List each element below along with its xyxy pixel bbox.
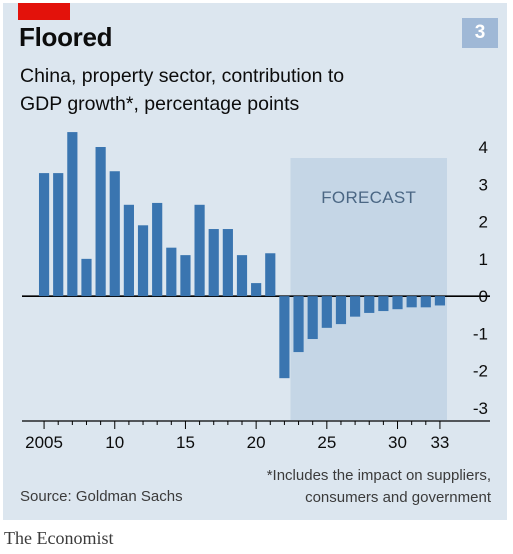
bar-2018 xyxy=(222,229,233,297)
bar-2026 xyxy=(335,296,347,325)
source-note: Source: Goldman Sachs xyxy=(20,488,183,505)
forecast-band xyxy=(290,158,447,420)
x-tick-label: 25 xyxy=(317,433,336,452)
bar-2025 xyxy=(321,296,332,328)
chart-subtitle: China, property sector, contribution to … xyxy=(20,62,490,118)
chart-number-badge: 3 xyxy=(462,18,498,48)
bar-2027 xyxy=(350,296,361,317)
bar-2009 xyxy=(95,147,106,297)
x-tick-label: 20 xyxy=(247,433,266,452)
bar-2021 xyxy=(265,253,276,297)
y-tick-label: -2 xyxy=(473,362,488,381)
x-tick-label: 2005 xyxy=(25,433,63,452)
forecast-label: FORECAST xyxy=(321,188,416,207)
bar-2029 xyxy=(378,296,389,312)
bar-2010 xyxy=(109,171,120,297)
y-tick-label: 2 xyxy=(479,213,488,232)
bar-2028 xyxy=(364,296,375,313)
y-tick-label: 0 xyxy=(479,287,488,306)
bar-2019 xyxy=(236,255,248,297)
bar-2005 xyxy=(38,173,50,297)
bar-2033 xyxy=(434,296,446,306)
bar-2032 xyxy=(420,296,431,308)
bar-2006 xyxy=(53,173,64,297)
footnote-line-2: consumers and government xyxy=(305,489,491,506)
bar-2011 xyxy=(123,204,134,297)
bar-2022 xyxy=(279,296,290,379)
bar-2031 xyxy=(406,296,417,308)
bar-2007 xyxy=(67,132,78,297)
footnote-line-1: *Includes the impact on suppliers, xyxy=(266,467,491,484)
x-tick-label: 10 xyxy=(105,433,124,452)
brand-wordmark: The Economist xyxy=(4,528,114,548)
y-tick-label: 1 xyxy=(479,250,488,269)
x-tick-label: 30 xyxy=(388,433,407,452)
subtitle-line-2: GDP growth*, percentage points xyxy=(20,93,300,115)
x-tick-label: 15 xyxy=(176,433,195,452)
bar-2014 xyxy=(166,247,177,297)
brand-red-tag xyxy=(18,3,70,20)
y-tick-label: 3 xyxy=(479,175,488,194)
bar-2020 xyxy=(251,283,262,297)
bar-2017 xyxy=(208,229,219,297)
y-tick-label: -3 xyxy=(473,399,488,418)
bar-2012 xyxy=(137,225,149,297)
y-tick-label: -1 xyxy=(473,324,488,343)
bar-2024 xyxy=(307,296,318,340)
bar-2023 xyxy=(293,296,304,353)
bar-2016 xyxy=(194,204,205,297)
bar-2013 xyxy=(152,202,163,297)
subtitle-line-1: China, property sector, contribution to xyxy=(20,65,345,87)
y-tick-label: 4 xyxy=(479,138,488,157)
footnote: *Includes the impact on suppliers, consu… xyxy=(267,465,491,509)
x-tick-label: 33 xyxy=(430,433,449,452)
bar-2008 xyxy=(81,258,92,297)
bar-2015 xyxy=(180,255,191,297)
chart-title: Floored xyxy=(19,22,113,52)
bar-2030 xyxy=(392,296,403,310)
